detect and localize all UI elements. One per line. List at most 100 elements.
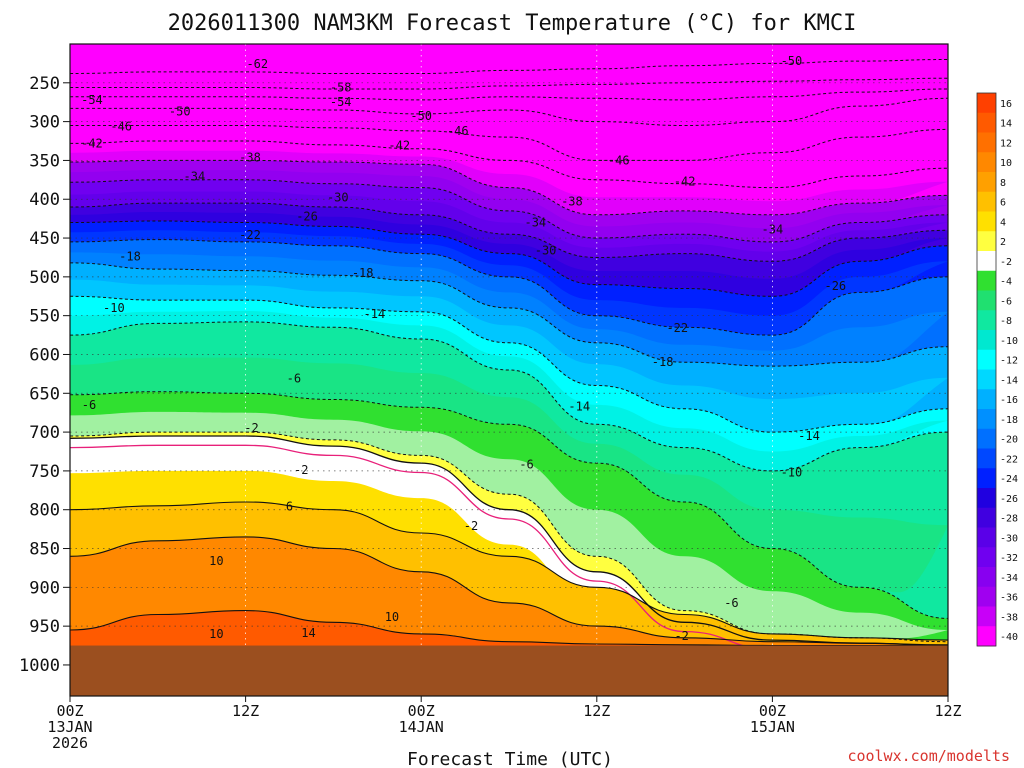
colorbar-swatch (977, 132, 996, 153)
contour-label: -26 (824, 279, 846, 293)
y-tick-label: 950 (29, 617, 60, 637)
isotherm-14 (70, 610, 948, 647)
contour-label: -54 (81, 93, 103, 107)
ground-surface (70, 645, 948, 696)
colorbar-label: 16 (1000, 99, 1012, 110)
isotherm--50 (70, 97, 948, 127)
colorbar-label: -20 (1000, 435, 1018, 446)
colorbar-swatch (977, 527, 996, 548)
colorbar-label: 10 (1000, 158, 1012, 169)
colorbar-swatch (977, 606, 996, 627)
colorbar-swatch (977, 507, 996, 528)
y-tick-label: 1000 (19, 656, 60, 676)
isotherm--42 (70, 140, 948, 189)
plot-frame (69, 43, 949, 697)
plot-area (70, 44, 948, 696)
colorbar-swatch (977, 251, 996, 272)
colorbar-label: -22 (1000, 454, 1018, 465)
colorbar-swatch (977, 468, 996, 489)
temp-halfband--32 (70, 191, 948, 262)
colorbar-swatch (977, 231, 996, 252)
colorbar-swatch (977, 93, 996, 114)
colorbar-swatch (977, 172, 996, 193)
contour-label: -2 (244, 421, 258, 435)
contour-label: -22 (666, 321, 688, 335)
x-tick-label: 15JAN (750, 718, 795, 736)
contour-label: -2 (464, 519, 478, 533)
contour-label: -42 (674, 174, 696, 188)
x-tick-label: 00Z (408, 702, 435, 720)
x-tick-label: 13JAN (47, 718, 92, 736)
colorbar-label: 14 (1000, 119, 1012, 130)
contour-label: -38 (239, 150, 261, 164)
colorbar-label: -28 (1000, 514, 1018, 525)
contour-label: 6 (286, 500, 293, 514)
isotherm-2 (70, 435, 948, 647)
isotherm--14 (70, 295, 948, 433)
contour-label: -34 (762, 223, 784, 237)
contour-label: -18 (119, 250, 141, 264)
source-credit: coolwx.com/modelts (847, 747, 1010, 765)
isotherm--22 (70, 239, 948, 336)
contour-label: -30 (535, 243, 557, 257)
contour-label: -14 (364, 307, 386, 321)
colorbar-swatch (977, 152, 996, 173)
x-tick-label: 12Z (934, 702, 961, 720)
contour-label: -38 (561, 195, 583, 209)
colorbar-label: 2 (1000, 237, 1006, 248)
isotherm--10 (70, 321, 948, 472)
colorbar-label: -12 (1000, 356, 1018, 367)
contour-label: 14 (301, 626, 315, 640)
colorbar-swatch (977, 547, 996, 568)
y-tick-label: 350 (29, 151, 60, 171)
temp-halfband--40 (70, 150, 948, 215)
colorbar-label: -30 (1000, 533, 1018, 544)
isotherm--30 (70, 202, 948, 262)
contour-label: -6 (724, 596, 738, 610)
x-tick-label: 12Z (232, 702, 259, 720)
contour-label: -46 (608, 153, 630, 167)
temp-halfband--16 (70, 279, 948, 433)
colorbar-swatch (977, 211, 996, 232)
contour-label: -30 (327, 191, 349, 205)
contour-label: -6 (519, 458, 533, 472)
colorbar-swatch (977, 290, 996, 311)
isotherm--58 (70, 77, 948, 90)
isotherm--38 (70, 159, 948, 216)
contour-label: -42 (81, 136, 103, 150)
colorbar-label: -16 (1000, 395, 1018, 406)
x-tick-label: 12Z (583, 702, 610, 720)
contour-label: -10 (781, 465, 803, 479)
colorbar-swatch (977, 409, 996, 430)
colorbar-swatch (977, 369, 996, 390)
colorbar-swatch (977, 330, 996, 351)
colorbar-swatch (977, 567, 996, 588)
contour-label: -22 (239, 228, 261, 242)
contour-label: 10 (209, 554, 223, 568)
contour-label: -2 (294, 463, 308, 477)
temp-halfband--52 (70, 93, 948, 126)
colorbar-label: -18 (1000, 415, 1018, 426)
colorbar-label: -34 (1000, 573, 1018, 584)
contour-label: -2 (674, 629, 688, 643)
colorbar-label: 8 (1000, 178, 1006, 189)
contour-label: -62 (246, 57, 268, 71)
colorbar-swatch (977, 586, 996, 607)
x-axis-label: Forecast Time (UTC) (407, 749, 613, 768)
x-tick-label: 2026 (52, 734, 88, 752)
colorbar-legend: 16 14 12 10 8 6 4 2 -2 -4 -6 -8 -10 -12 -14 -16 -18 -20 -2… (976, 92, 1018, 647)
y-tick-label: 750 (29, 462, 60, 482)
colorbar-swatch (977, 310, 996, 331)
y-tick-label: 300 (29, 113, 60, 133)
temp-halfband--60 (70, 68, 948, 89)
colorbar-swatch (977, 191, 996, 212)
contour-label: -50 (410, 109, 432, 123)
contour-label: -54 (330, 95, 352, 109)
temp-halfband--20 (70, 252, 948, 367)
contour-labels: -62-58-54 -54-50 -50-50-46 -46-46-42 -42-42-… (81, 54, 846, 643)
contour-label: -50 (781, 54, 803, 68)
y-tick-label: 400 (29, 190, 60, 210)
colorbar-swatch (977, 448, 996, 469)
contour-label: -26 (296, 209, 318, 223)
colorbar-swatch (977, 389, 996, 410)
